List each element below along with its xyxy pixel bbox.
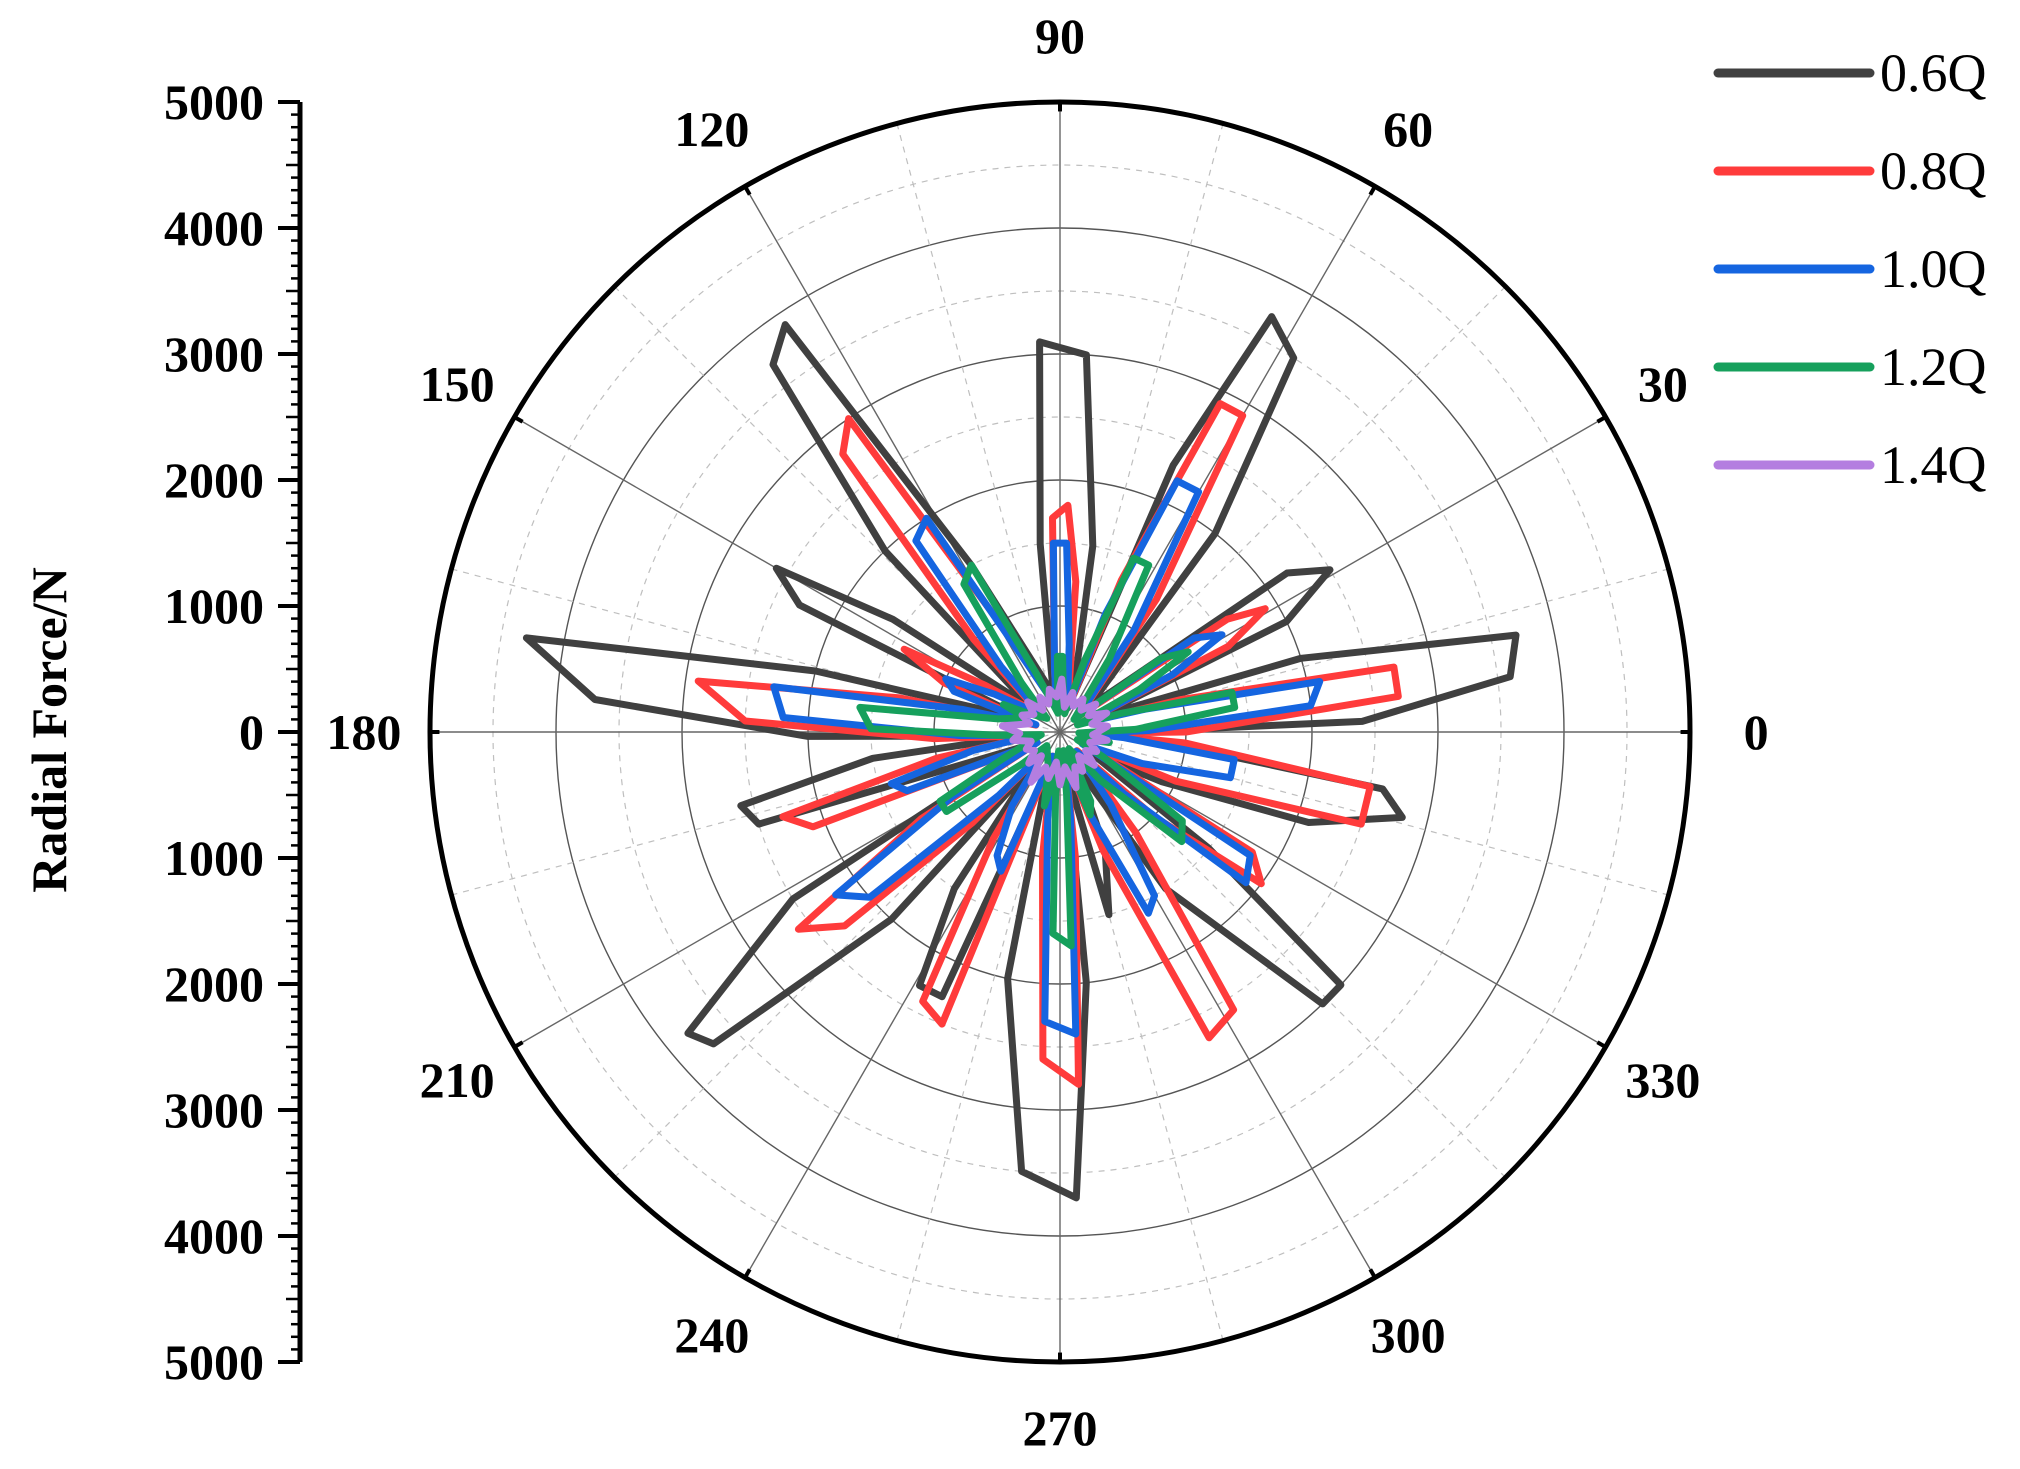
radial-tick-label: 2000 bbox=[164, 956, 264, 1012]
grid-spoke-major bbox=[1059, 731, 1376, 1278]
radial-tick-label: 1000 bbox=[164, 830, 264, 886]
angle-tick-label: 0 bbox=[1744, 704, 1769, 760]
series-group bbox=[522, 313, 1520, 1202]
legend: 0.6Q 0.8Q 1.0Q 1.2Q 1.4Q bbox=[1713, 43, 1987, 495]
legend-label: 0.6Q bbox=[1880, 43, 1987, 103]
radial-tick-label: 3000 bbox=[164, 1082, 264, 1138]
angle-tick-label: 120 bbox=[674, 101, 749, 157]
grid-spoke-minor bbox=[451, 568, 1061, 733]
angle-tick-mark bbox=[1596, 415, 1607, 424]
angle-tick-label: 30 bbox=[1638, 356, 1688, 412]
grid-spoke-minor bbox=[614, 286, 1061, 733]
angle-tick-label: 180 bbox=[326, 704, 401, 760]
radial-tick-label: 2000 bbox=[164, 452, 264, 508]
angle-tick-mark bbox=[513, 1040, 524, 1049]
angle-tick-label: 60 bbox=[1383, 101, 1433, 157]
polar-grid bbox=[430, 102, 1690, 1362]
angle-tick-mark bbox=[513, 415, 524, 424]
radial-tick-label: 4000 bbox=[164, 1208, 264, 1264]
polar-frame bbox=[427, 99, 1693, 1365]
y-axis-label: Radial Force/N bbox=[21, 567, 77, 892]
series-1-4q-line bbox=[998, 675, 1111, 792]
grid-spoke-minor bbox=[1059, 286, 1506, 733]
angle-tick-mark bbox=[1596, 1040, 1607, 1049]
angle-tick-label: 150 bbox=[420, 356, 495, 412]
grid-spoke-major bbox=[1059, 186, 1376, 733]
legend-label: 1.2Q bbox=[1880, 337, 1987, 397]
angle-tick-label: 210 bbox=[420, 1052, 495, 1108]
grid-spoke-minor bbox=[451, 731, 1061, 896]
legend-label: 1.4Q bbox=[1880, 435, 1987, 495]
radial-tick-label: 1000 bbox=[164, 578, 264, 634]
angle-tick-label: 90 bbox=[1035, 8, 1085, 64]
angle-tick-mark bbox=[743, 185, 752, 196]
radial-tick-label: 0 bbox=[239, 704, 264, 760]
grid-spoke-minor bbox=[1059, 123, 1224, 733]
legend-label: 1.0Q bbox=[1880, 239, 1987, 299]
angle-tick-mark bbox=[1368, 185, 1377, 196]
angle-tick-label: 330 bbox=[1625, 1052, 1700, 1108]
radial-tick-label: 5000 bbox=[164, 1334, 264, 1390]
radial-axis: 5000 4000 3000 2000 1000 0 1000 2000 3000 4000 500… bbox=[164, 74, 303, 1390]
radial-tick-label: 3000 bbox=[164, 326, 264, 382]
legend-label: 0.8Q bbox=[1880, 141, 1987, 201]
angle-tick-mark bbox=[1368, 1268, 1377, 1279]
grid-spoke-minor bbox=[1059, 731, 1506, 1178]
series-1-2q-line bbox=[856, 554, 1239, 950]
angle-tick-labels: 0 30 60 90 120 150 180 210 240 270 300 330 bbox=[326, 8, 1768, 1456]
grid-spoke-minor bbox=[896, 123, 1061, 733]
radial-tick-label: 5000 bbox=[164, 74, 264, 130]
angle-tick-label: 240 bbox=[674, 1307, 749, 1363]
radial-tick-label: 4000 bbox=[164, 200, 264, 256]
grid-spoke-minor bbox=[1059, 731, 1224, 1341]
grid-spoke-minor bbox=[896, 731, 1061, 1341]
angle-tick-label: 270 bbox=[1023, 1400, 1098, 1456]
angle-tick-mark bbox=[743, 1268, 752, 1279]
angle-tick-label: 300 bbox=[1371, 1307, 1446, 1363]
